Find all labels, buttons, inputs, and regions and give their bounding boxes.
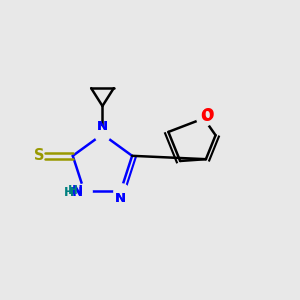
Text: N: N (71, 186, 82, 199)
Text: O: O (200, 110, 213, 124)
Text: N: N (97, 120, 108, 133)
Text: H: H (64, 186, 74, 199)
Text: N: N (115, 192, 126, 205)
Text: O: O (201, 109, 214, 124)
Text: S: S (34, 148, 44, 163)
Text: H: H (68, 184, 78, 197)
Text: N: N (115, 192, 126, 205)
Text: N: N (71, 184, 82, 197)
Text: N: N (97, 120, 108, 133)
